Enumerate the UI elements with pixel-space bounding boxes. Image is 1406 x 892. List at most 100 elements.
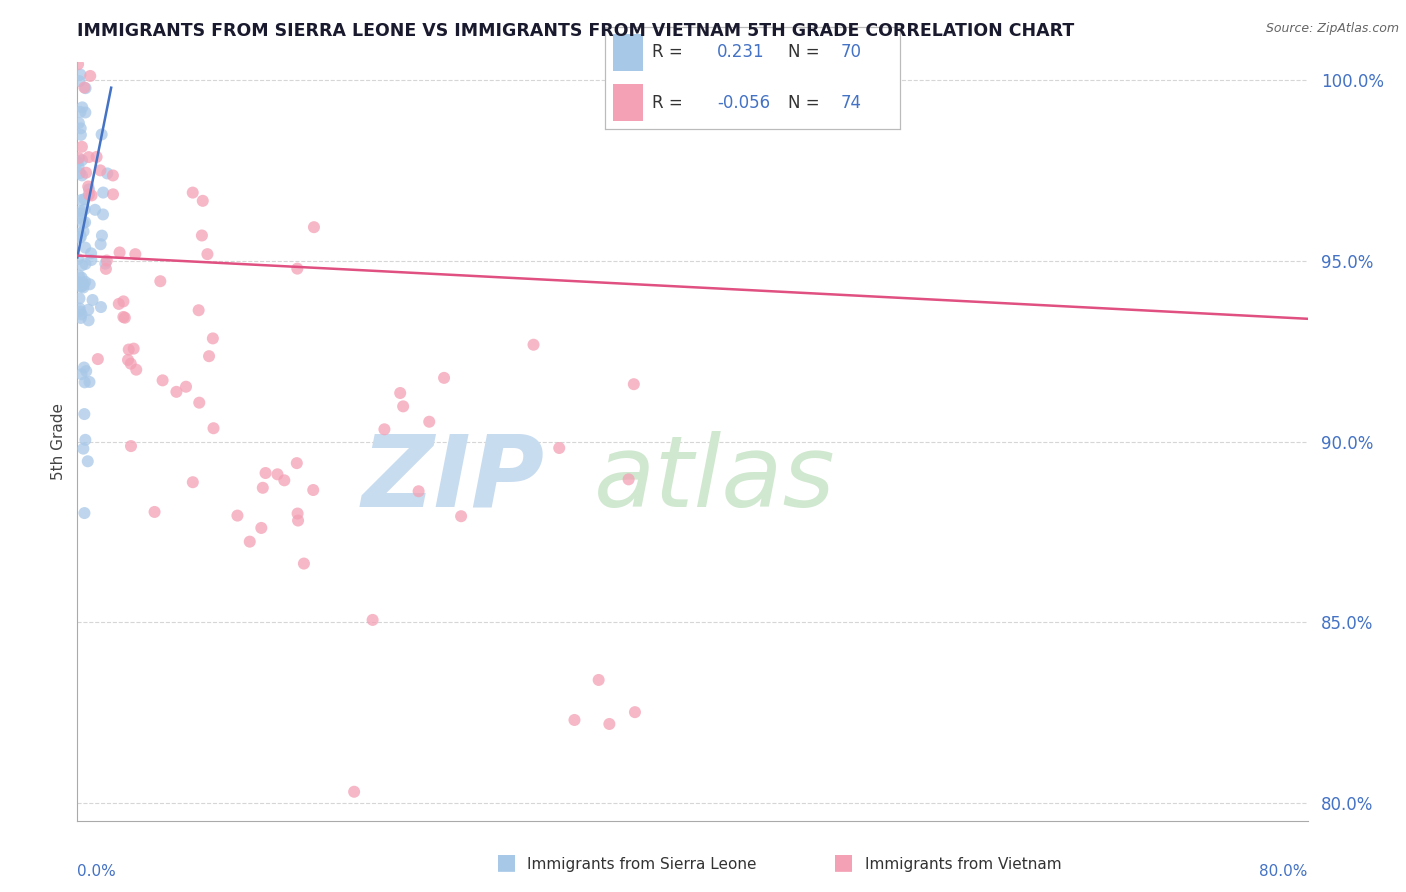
Point [125, 362, 148, 376]
Point [124, 247, 146, 261]
Point [72, 442, 94, 456]
Point [433, 371, 456, 385]
Text: -0.056: -0.056 [717, 94, 770, 112]
Point [75, 241, 97, 255]
Point [548, 441, 571, 455]
Point [69, 230, 91, 244]
Point [79, 375, 101, 389]
Point [67, 57, 90, 71]
Point [588, 673, 610, 687]
Point [389, 386, 412, 401]
Point [70, 153, 93, 168]
Point [70, 169, 93, 183]
Point [343, 785, 366, 799]
Point [72, 277, 94, 291]
Point [122, 342, 145, 356]
Point [181, 475, 204, 490]
Point [188, 395, 211, 409]
Point [69, 310, 91, 325]
Point [70, 193, 93, 207]
Point [361, 613, 384, 627]
Text: N =: N = [787, 94, 820, 112]
Point [87, 352, 110, 367]
Text: 0.0%: 0.0% [77, 864, 117, 879]
Point [522, 337, 544, 351]
Point [292, 557, 315, 571]
Point [94, 257, 117, 271]
Point [72, 216, 94, 230]
Point [77, 187, 100, 202]
Point [564, 713, 586, 727]
Point [120, 357, 142, 371]
Point [72, 280, 94, 294]
Point [66, 252, 89, 266]
FancyBboxPatch shape [613, 34, 643, 70]
Point [392, 400, 415, 414]
Point [73, 506, 96, 520]
Text: R =: R = [652, 44, 682, 62]
Point [67, 116, 90, 130]
Point [112, 310, 135, 324]
Point [373, 422, 395, 436]
Point [70, 307, 93, 321]
Text: IMMIGRANTS FROM SIERRA LEONE VS IMMIGRANTS FROM VIETNAM 5TH GRADE CORRELATION CH: IMMIGRANTS FROM SIERRA LEONE VS IMMIGRAN… [77, 22, 1074, 40]
Point [152, 373, 174, 387]
Point [69, 227, 91, 241]
Point [84, 202, 107, 217]
Point [101, 169, 124, 183]
Point [73, 376, 96, 390]
Point [67, 151, 90, 165]
Point [254, 466, 277, 480]
Point [143, 505, 166, 519]
Point [187, 303, 209, 318]
Point [418, 415, 440, 429]
Point [107, 297, 129, 311]
Point [75, 275, 97, 289]
Point [73, 407, 96, 421]
Point [202, 421, 225, 435]
Point [79, 277, 101, 292]
Text: N =: N = [787, 44, 820, 62]
Point [77, 313, 100, 327]
Point [118, 343, 141, 357]
Text: 80.0%: 80.0% [1260, 864, 1308, 879]
Point [624, 705, 647, 719]
Text: Source: ZipAtlas.com: Source: ZipAtlas.com [1265, 22, 1399, 36]
Point [165, 384, 187, 399]
Point [114, 310, 136, 325]
Point [120, 439, 142, 453]
Point [72, 100, 94, 114]
Point [450, 509, 472, 524]
Point [70, 258, 93, 272]
Point [250, 521, 273, 535]
Point [67, 268, 90, 283]
Point [108, 245, 131, 260]
Point [76, 454, 98, 468]
Point [101, 187, 124, 202]
Point [617, 472, 640, 486]
Point [67, 74, 90, 88]
Point [69, 104, 91, 119]
Point [75, 81, 97, 95]
Point [72, 278, 94, 293]
Point [69, 304, 91, 318]
Point [302, 483, 325, 497]
Point [69, 277, 91, 292]
Point [75, 433, 97, 447]
Point [77, 302, 100, 317]
Text: Immigrants from Sierra Leone: Immigrants from Sierra Leone [527, 857, 756, 872]
Point [90, 300, 112, 314]
Point [67, 160, 90, 174]
Point [69, 292, 91, 306]
Text: 70: 70 [841, 44, 862, 62]
Point [96, 166, 118, 180]
Point [73, 192, 96, 206]
Point [191, 194, 214, 208]
Point [149, 274, 172, 288]
Point [89, 163, 111, 178]
Text: 74: 74 [841, 94, 862, 112]
Point [191, 228, 214, 243]
Point [73, 202, 96, 217]
Text: R =: R = [652, 94, 682, 112]
Text: Immigrants from Vietnam: Immigrants from Vietnam [865, 857, 1062, 872]
